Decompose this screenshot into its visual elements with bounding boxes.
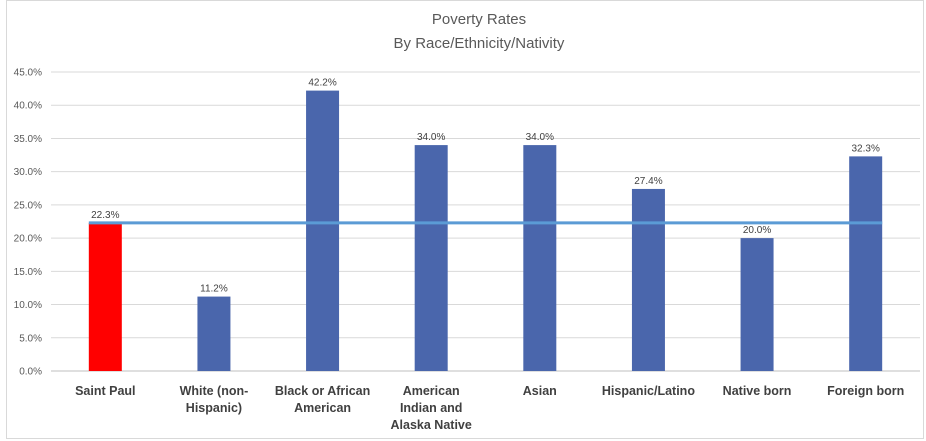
y-tick-label: 25.0% bbox=[14, 200, 42, 211]
data-label: 27.4% bbox=[634, 176, 662, 187]
data-label: 22.3% bbox=[91, 210, 119, 221]
bar bbox=[88, 222, 122, 371]
x-category-label: Asian bbox=[523, 384, 557, 398]
y-tick-label: 35.0% bbox=[14, 134, 42, 145]
gridlines bbox=[51, 71, 920, 372]
y-tick-label: 5.0% bbox=[19, 333, 42, 344]
bar-chart: Poverty Rates By Race/Ethnicity/Nativity… bbox=[14, 11, 920, 432]
bar bbox=[197, 296, 231, 371]
bar bbox=[306, 90, 340, 372]
chart-frame: Poverty Rates By Race/Ethnicity/Nativity… bbox=[6, 0, 924, 439]
x-category-label: American Indian and Alaska Native bbox=[391, 384, 472, 432]
y-tick-label: 45.0% bbox=[14, 68, 42, 79]
bar bbox=[740, 238, 774, 371]
y-tick-label: 30.0% bbox=[14, 167, 42, 178]
y-tick-label: 40.0% bbox=[14, 101, 42, 112]
y-tick-label: 15.0% bbox=[14, 267, 42, 278]
x-category-label: Black or African American bbox=[275, 384, 370, 415]
x-category-label: White (non-Hispanic) bbox=[180, 384, 249, 415]
data-label: 11.2% bbox=[200, 284, 228, 295]
bars bbox=[88, 90, 883, 372]
bar bbox=[631, 188, 665, 371]
data-labels: 22.3% 11.2% 42.2% 34.0% 34.0% 27.4% 20.0% 32.3% bbox=[91, 78, 880, 295]
chart-title: Poverty Rates bbox=[432, 11, 526, 28]
x-category-label: Saint Paul bbox=[75, 384, 135, 398]
x-category-label: Hispanic/Latino bbox=[602, 384, 695, 398]
data-label: 34.0% bbox=[526, 132, 554, 143]
bar bbox=[523, 145, 557, 371]
x-category-label: Foreign born bbox=[827, 384, 904, 398]
data-label: 32.3% bbox=[852, 143, 880, 154]
x-axis-categories: Saint Paul White (non-Hispanic) Black or A… bbox=[75, 384, 904, 432]
data-label: 42.2% bbox=[308, 78, 336, 89]
y-tick-label: 10.0% bbox=[14, 300, 42, 311]
y-tick-label: 20.0% bbox=[14, 234, 42, 245]
data-label: 34.0% bbox=[417, 132, 445, 143]
bar bbox=[849, 156, 883, 371]
x-category-label: Native born bbox=[723, 384, 792, 398]
bar bbox=[414, 145, 448, 371]
chart-subtitle: By Race/Ethnicity/Nativity bbox=[394, 35, 565, 52]
y-axis-ticks: 0.0% 5.0% 10.0% 15.0% 20.0% 25.0% 30.0% 35.0% 40… bbox=[14, 68, 42, 378]
data-label: 20.0% bbox=[743, 225, 771, 236]
y-tick-label: 0.0% bbox=[19, 367, 42, 378]
